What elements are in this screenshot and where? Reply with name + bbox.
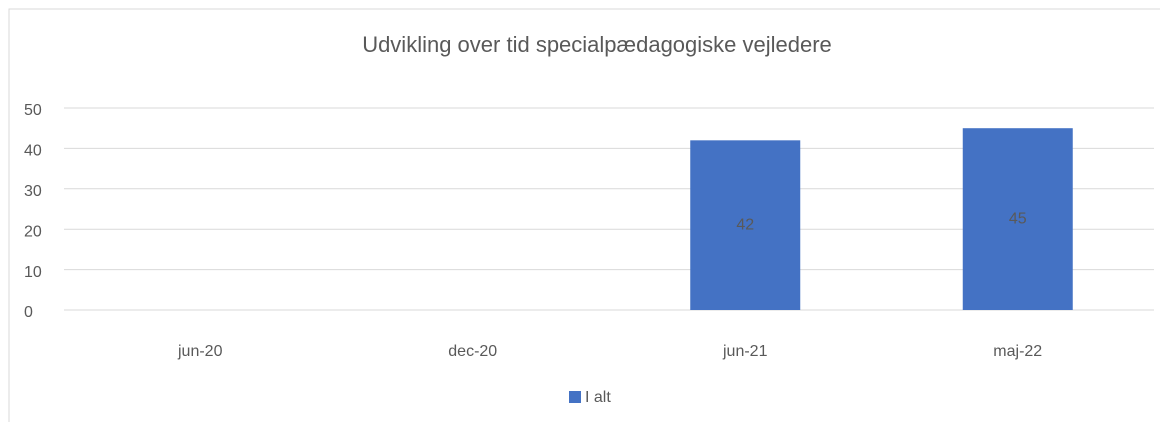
y-tick-label: 20 (24, 223, 42, 240)
y-tick-label: 40 (24, 143, 42, 160)
y-tick-label: 50 (24, 102, 42, 119)
x-tick-label: jun-21 (722, 343, 768, 360)
x-tick-label: jun-20 (177, 343, 223, 360)
legend-label: I alt (585, 389, 611, 406)
data-label: 45 (1009, 210, 1027, 227)
x-tick-label: maj-22 (993, 343, 1042, 360)
y-tick-label: 30 (24, 183, 42, 200)
bar (690, 140, 801, 310)
chart-border (8, 8, 1160, 422)
y-tick-label: 0 (24, 304, 33, 321)
chart-title: Udvikling over tid specialpædagogiske ve… (362, 32, 832, 57)
legend-swatch (569, 391, 581, 403)
x-tick-label: dec-20 (448, 343, 497, 360)
y-tick-label: 10 (24, 264, 42, 281)
bar (962, 128, 1073, 310)
data-label: 42 (736, 216, 754, 233)
